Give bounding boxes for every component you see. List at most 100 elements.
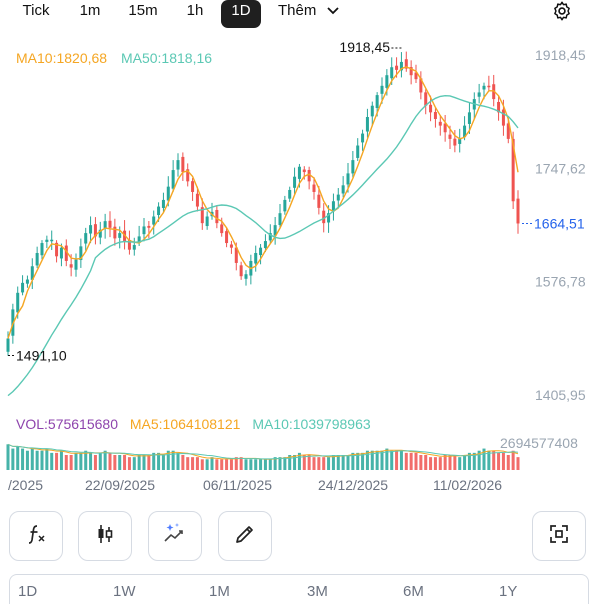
last-price-label: 1664,51 [534, 215, 585, 231]
candle [161, 199, 165, 208]
volume-bar [191, 457, 195, 470]
ma50-label: MA50:1818,16 [120, 50, 213, 66]
volume-bar [380, 450, 384, 470]
candle [30, 266, 34, 280]
volume-bar [429, 457, 433, 470]
vol-label: VOL:575615680 [16, 416, 118, 432]
tab-1m[interactable]: 1m [79, 2, 101, 19]
candle [453, 138, 457, 146]
range-1w[interactable]: 1W [113, 583, 136, 600]
tab-tick[interactable]: Tick [22, 2, 50, 19]
range-1m[interactable]: 1M [209, 583, 230, 600]
ma-legend: MA10:1820,68 MA50:1818,16 [16, 50, 222, 66]
gear-icon[interactable] [551, 0, 573, 22]
timeframe-bar: Tick 1m 15m 1h 1D Thêm [0, 0, 600, 30]
range-1y[interactable]: 1Y [499, 583, 518, 600]
candle [234, 247, 238, 263]
volume-axis-label: 2694577408 [500, 435, 578, 451]
tab-15m[interactable]: 15m [128, 2, 158, 19]
candle [370, 105, 374, 117]
volume-bar [268, 459, 272, 470]
candle [59, 247, 63, 259]
candle [74, 259, 78, 270]
volume-bar [302, 455, 306, 470]
volume-bar [118, 455, 122, 470]
candle [108, 220, 112, 228]
x-tick-label: 24/12/2025 [318, 477, 388, 493]
volume-bar [123, 455, 127, 470]
volume-bar [278, 457, 282, 470]
volume-bar [312, 457, 316, 470]
volume-bar [11, 448, 15, 470]
volume-bar [516, 457, 520, 470]
volume-bar [390, 450, 394, 470]
volume-bar [176, 452, 180, 470]
volume-bar [297, 452, 301, 470]
ai-analysis-button[interactable] [148, 511, 202, 561]
candle [375, 95, 379, 109]
range-3m[interactable]: 3M [307, 583, 328, 600]
x-tick-label: 22/09/2025 [85, 477, 155, 493]
candle [40, 243, 44, 256]
volume-bar [45, 448, 49, 470]
volume-bar [220, 459, 224, 470]
draw-button[interactable] [218, 511, 272, 561]
range-6m[interactable]: 6M [403, 583, 424, 600]
volume-bar [463, 455, 467, 470]
candle [361, 133, 365, 143]
volume-bar [322, 457, 326, 470]
tab-1h[interactable]: 1h [186, 2, 204, 19]
volume-bar [497, 452, 501, 470]
tab-1d[interactable]: 1D [221, 0, 261, 28]
volume-bar [443, 455, 447, 470]
volume-bar [467, 452, 471, 470]
price-chart[interactable]: 1918,45 1747,62 1576,78 1405,95 1918,45 1491,… [0, 30, 600, 500]
candle [293, 176, 297, 188]
candle [215, 209, 219, 224]
volume-bar [225, 459, 229, 470]
range-1d[interactable]: 1D [18, 583, 38, 600]
volume-bar [356, 452, 360, 470]
candle [254, 252, 258, 264]
formula-button[interactable] [9, 511, 63, 561]
candle [419, 78, 423, 93]
candle [205, 216, 209, 227]
volume-bar [273, 457, 277, 470]
candle [482, 85, 486, 90]
candles [6, 51, 520, 356]
volume-bar [487, 450, 491, 470]
candle [263, 241, 267, 249]
volume-bar [419, 455, 423, 470]
volume-bar [234, 457, 238, 470]
volume-bar [215, 459, 219, 470]
candle [414, 72, 418, 80]
candle [399, 61, 403, 71]
candle [147, 225, 151, 228]
candle [16, 292, 20, 313]
candle [181, 156, 185, 173]
chart-type-button[interactable] [78, 511, 132, 561]
candle [341, 185, 345, 194]
more-dropdown[interactable]: Thêm [278, 0, 339, 22]
fullscreen-icon [547, 522, 571, 551]
y-tick-label: 1576,78 [535, 274, 586, 290]
volume-bar [511, 450, 515, 470]
volume-bar [506, 455, 510, 470]
candle [127, 239, 131, 250]
candle [157, 206, 161, 216]
fullscreen-button[interactable] [532, 511, 586, 561]
volume-bar [375, 450, 379, 470]
candle [302, 169, 306, 173]
candle [380, 85, 384, 94]
volume-bar [433, 457, 437, 470]
candle [288, 189, 292, 199]
candle [312, 184, 316, 192]
volume-bar [341, 455, 345, 470]
candle [322, 210, 326, 224]
volume-bar [186, 457, 190, 470]
volume-bars [6, 444, 520, 470]
candle [438, 121, 442, 126]
candle [6, 338, 10, 352]
volume-bar [55, 452, 59, 470]
y-tick-label: 1918,45 [535, 47, 586, 63]
